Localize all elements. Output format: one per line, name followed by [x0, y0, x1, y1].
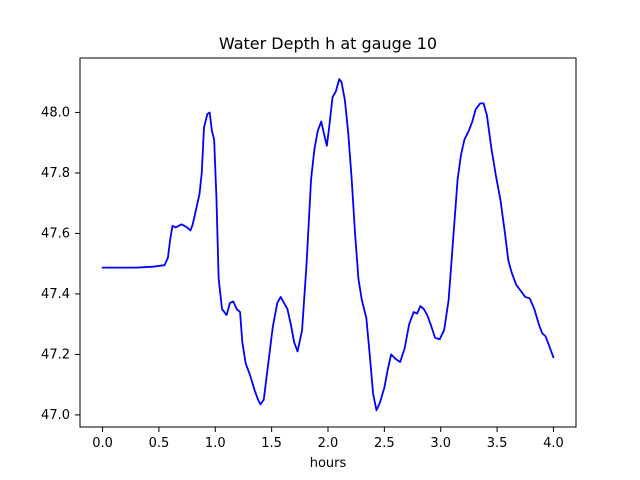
x-tick-label: 3.5 — [487, 436, 508, 451]
x-tick-label: 1.5 — [261, 436, 282, 451]
y-tick-label: 48.0 — [41, 105, 70, 120]
x-tick-label: 2.5 — [374, 436, 395, 451]
x-tick-label: 4.0 — [543, 436, 564, 451]
x-tick-label: 0.5 — [149, 436, 170, 451]
x-axis-label: hours — [310, 456, 347, 471]
x-tick-label: 1.0 — [205, 436, 226, 451]
x-axis: 0.0 0.5 1.0 1.5 2.0 2.5 3.0 3.5 4.0 — [92, 427, 564, 451]
x-tick-label: 3.0 — [430, 436, 451, 451]
y-tick-label: 47.4 — [41, 287, 70, 302]
y-tick-label: 47.6 — [41, 226, 70, 241]
y-tick-label: 47.8 — [41, 166, 70, 181]
y-axis: 47.0 47.2 47.4 47.6 47.8 48.0 — [41, 105, 80, 423]
x-tick-label: 0.0 — [92, 436, 113, 451]
x-tick-label: 2.0 — [318, 436, 339, 451]
y-tick-label: 47.2 — [41, 347, 70, 362]
y-tick-label: 47.0 — [41, 408, 70, 423]
series-line — [101, 78, 555, 412]
series-layer — [101, 78, 555, 412]
chart-title: Water Depth h at gauge 10 — [219, 34, 437, 53]
